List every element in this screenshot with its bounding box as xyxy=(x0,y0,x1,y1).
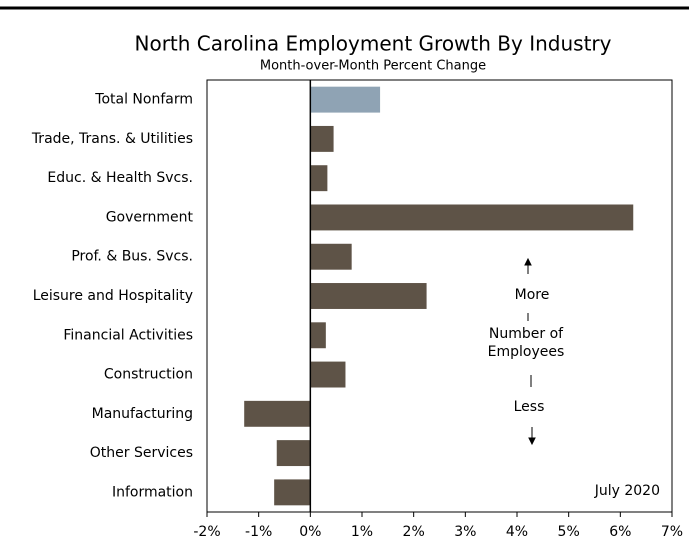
bar xyxy=(310,125,334,152)
bar xyxy=(244,400,311,427)
bar xyxy=(276,440,311,467)
y-tick-label: Information xyxy=(112,484,193,500)
y-tick-label: Leisure and Hospitality xyxy=(33,288,193,304)
annotation: Number of xyxy=(489,326,564,342)
annotation: Less xyxy=(514,399,545,415)
x-tick-label: 0% xyxy=(299,524,321,540)
y-tick-label: Total Nonfarm xyxy=(94,92,193,108)
bar xyxy=(310,283,427,309)
x-tick-label: 5% xyxy=(558,524,580,540)
chart-subtitle: Month-over-Month Percent Change xyxy=(260,59,486,74)
y-tick-label: Educ. & Health Svcs. xyxy=(47,170,193,186)
annotation: More xyxy=(515,287,550,303)
y-tick-label: Construction xyxy=(104,367,193,383)
y-tick-label: Financial Activities xyxy=(63,327,193,343)
y-tick-label: Government xyxy=(106,209,194,225)
bar xyxy=(310,361,346,388)
y-tick-label: Prof. & Bus. Svcs. xyxy=(71,249,193,265)
x-tick-label: 6% xyxy=(609,524,631,540)
bar xyxy=(310,243,352,270)
x-tick-label: 7% xyxy=(661,524,683,540)
bar xyxy=(310,86,381,113)
x-tick-label: -2% xyxy=(193,524,220,540)
annotation: July 2020 xyxy=(594,483,660,499)
x-tick-label: 2% xyxy=(403,524,425,540)
bar xyxy=(310,322,326,349)
plot-frame xyxy=(206,79,673,513)
y-tick-label: Trade, Trans. & Utilities xyxy=(31,131,193,147)
bar xyxy=(310,204,634,231)
x-tick-label: 3% xyxy=(454,524,476,540)
bar xyxy=(310,165,328,192)
y-tick-label: Manufacturing xyxy=(92,406,193,422)
x-tick-label: 4% xyxy=(506,524,528,540)
bar xyxy=(274,479,311,506)
annotation-arrows xyxy=(524,257,536,446)
y-tick-label: Other Services xyxy=(90,445,193,461)
chart-title: North Carolina Employment Growth By Indu… xyxy=(135,32,612,56)
x-tick-label: -1% xyxy=(245,524,272,540)
annotation: Employees xyxy=(488,344,565,360)
x-tick-label: 1% xyxy=(351,524,373,540)
